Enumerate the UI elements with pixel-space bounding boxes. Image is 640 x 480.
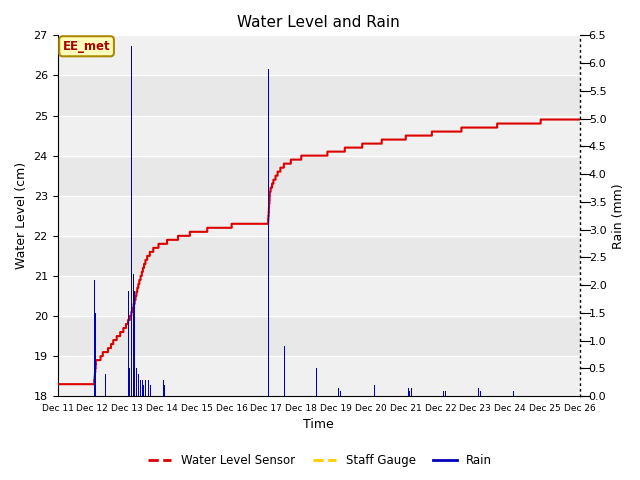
Bar (374, 385, 375, 396)
Bar (58, 116, 580, 156)
Bar (145, 380, 146, 396)
Bar (316, 369, 317, 396)
Bar (513, 391, 514, 396)
Bar (133, 274, 134, 396)
Bar (142, 380, 143, 396)
Bar (445, 391, 446, 396)
Bar (140, 380, 141, 396)
Bar (148, 380, 149, 396)
Bar (58, 36, 580, 75)
Title: Water Level and Rain: Water Level and Rain (237, 15, 400, 30)
Bar (143, 385, 144, 396)
Legend: Water Level Sensor, Staff Gauge, Rain: Water Level Sensor, Staff Gauge, Rain (143, 449, 497, 472)
Bar (134, 291, 135, 396)
Bar (129, 369, 131, 396)
X-axis label: Time: Time (303, 419, 334, 432)
Bar (268, 69, 269, 396)
Bar (105, 374, 106, 396)
Bar (478, 388, 479, 396)
Bar (480, 391, 481, 396)
Bar (58, 276, 580, 316)
Bar (408, 388, 409, 396)
Bar (138, 374, 139, 396)
Text: EE_met: EE_met (63, 40, 110, 53)
Y-axis label: Water Level (cm): Water Level (cm) (15, 162, 28, 269)
Bar (136, 369, 138, 396)
Bar (164, 385, 165, 396)
Bar (284, 346, 285, 396)
Y-axis label: Rain (mm): Rain (mm) (612, 183, 625, 249)
Bar (150, 385, 151, 396)
Bar (93, 280, 95, 396)
Bar (163, 380, 164, 396)
Bar (58, 196, 580, 236)
Bar (58, 356, 580, 396)
Bar (131, 47, 132, 396)
